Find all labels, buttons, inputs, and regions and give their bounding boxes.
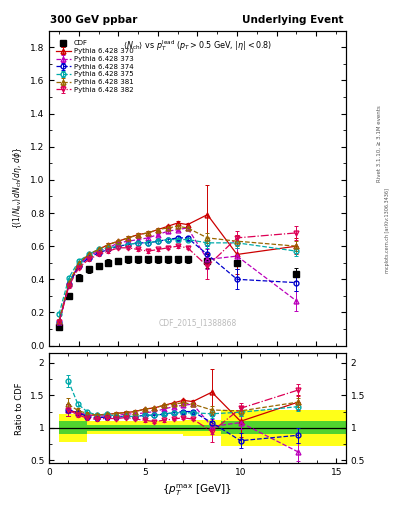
- Text: CDF_2015_I1388868: CDF_2015_I1388868: [158, 318, 237, 327]
- Y-axis label: $\{(1/N_\mathrm{ev})\,dN_\mathrm{ch}/d\eta,\,d\phi\}$: $\{(1/N_\mathrm{ev})\,dN_\mathrm{ch}/d\e…: [11, 147, 24, 229]
- Legend: CDF, Pythia 6.428 370, Pythia 6.428 373, Pythia 6.428 374, Pythia 6.428 375, Pyt: CDF, Pythia 6.428 370, Pythia 6.428 373,…: [55, 40, 133, 93]
- Text: 300 GeV ppbar: 300 GeV ppbar: [50, 14, 137, 25]
- Text: $\langle N_\mathrm{ch}\rangle$ vs $p_T^\mathrm{lead}$ ($p_T > 0.5$ GeV, $|\eta| : $\langle N_\mathrm{ch}\rangle$ vs $p_T^\…: [123, 38, 272, 53]
- Text: Rivet 3.1.10, ≥ 3.1M events: Rivet 3.1.10, ≥ 3.1M events: [377, 105, 382, 182]
- X-axis label: $\{p_T^\mathrm{max}\ [\mathrm{GeV}]\}$: $\{p_T^\mathrm{max}\ [\mathrm{GeV}]\}$: [162, 483, 233, 498]
- Y-axis label: Ratio to CDF: Ratio to CDF: [15, 382, 24, 435]
- Text: mcplots.cern.ch [arXiv:1306.3436]: mcplots.cern.ch [arXiv:1306.3436]: [385, 188, 389, 273]
- Text: Underlying Event: Underlying Event: [242, 14, 344, 25]
